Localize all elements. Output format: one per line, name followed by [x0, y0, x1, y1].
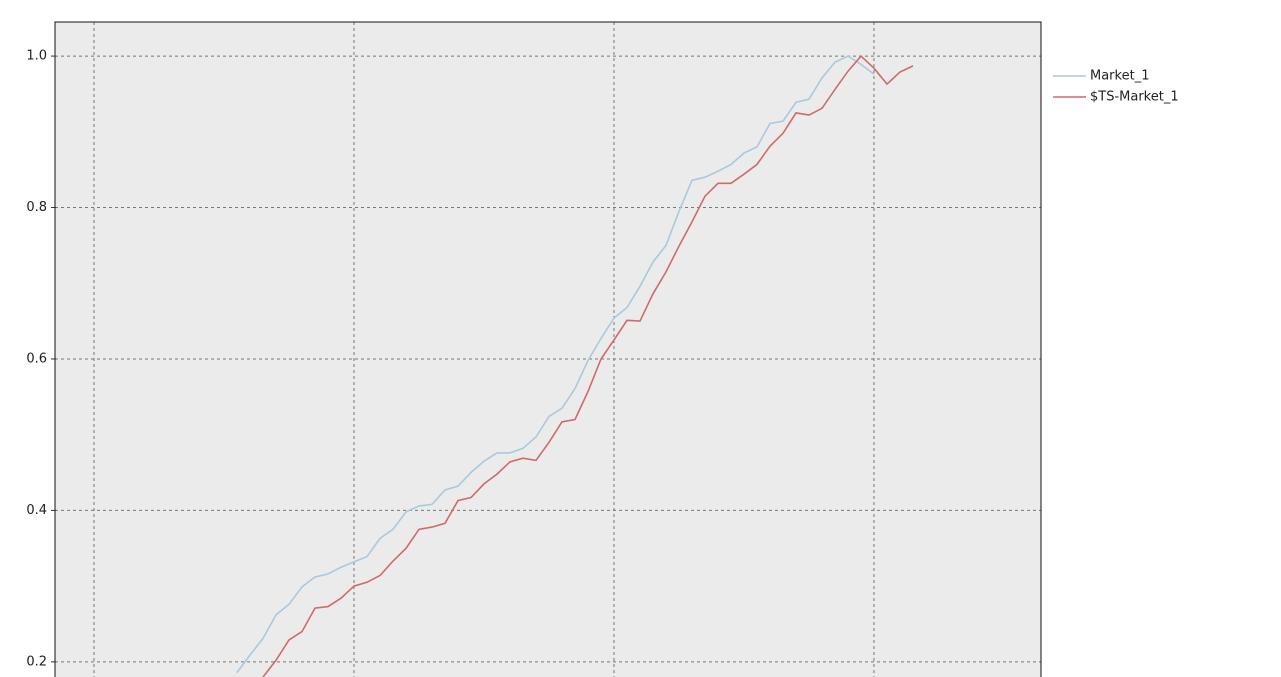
y-tick-label: 0.6 [26, 351, 47, 366]
y-tick-label: 0.4 [26, 503, 47, 518]
series-line [236, 55, 875, 673]
legend-label: $TS-Market_1 [1090, 90, 1179, 105]
y-tick-label: 0.8 [26, 200, 47, 215]
plot-area [55, 22, 1041, 677]
plot-border [54, 21, 1042, 677]
legend-label: Market_1 [1090, 69, 1149, 84]
series-line [262, 54, 914, 677]
y-tick-label: 0.2 [26, 654, 47, 669]
y-tick-label: 1.0 [26, 49, 47, 64]
